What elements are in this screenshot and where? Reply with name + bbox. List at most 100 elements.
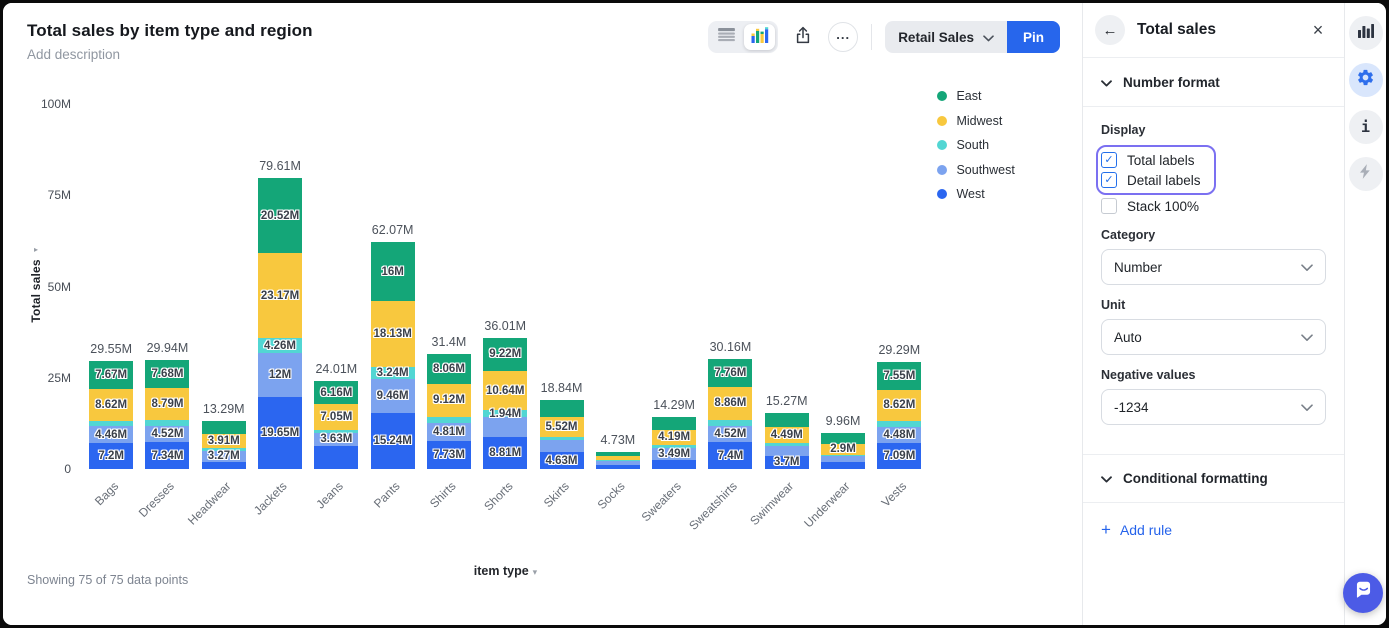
bar-segment[interactable]: 1.94M xyxy=(483,408,528,420)
bar-segment[interactable]: 8.81M xyxy=(483,436,528,469)
bar-segment[interactable]: 3.7M xyxy=(764,455,809,469)
bar-segment[interactable] xyxy=(764,443,809,446)
bar-segment[interactable] xyxy=(652,460,697,469)
negative-values-select[interactable]: -1234 xyxy=(1101,389,1326,425)
legend-item[interactable]: East xyxy=(937,89,1067,103)
bar-segment[interactable]: 23.17M xyxy=(258,253,303,338)
bar-segment[interactable]: 4.81M xyxy=(426,423,471,441)
checkbox-row[interactable]: ✓ Detail labels xyxy=(1101,170,1201,190)
x-axis-title[interactable]: item type ▾ xyxy=(83,564,928,578)
more-options-button[interactable]: ... xyxy=(828,22,859,52)
chart-view-button[interactable] xyxy=(744,24,776,50)
bar-segment[interactable]: 8.06M xyxy=(426,354,471,384)
share-button[interactable] xyxy=(788,22,818,52)
bar-segment[interactable] xyxy=(201,447,246,451)
bar-segment[interactable]: 2.9M xyxy=(821,443,865,455)
conditional-formatting-section-header[interactable]: Conditional formatting xyxy=(1083,454,1344,503)
bar-segment[interactable] xyxy=(652,416,697,430)
bar-segment[interactable]: 7.68M xyxy=(145,359,190,388)
checkbox[interactable]: ✓ xyxy=(1101,172,1117,188)
bar-segment[interactable]: 9.46M xyxy=(370,378,415,414)
bar-segment[interactable]: 7.4M xyxy=(708,442,753,469)
rail-bolt-button[interactable] xyxy=(1348,157,1383,191)
rail-chart-button[interactable] xyxy=(1348,16,1383,50)
category-select[interactable]: Number xyxy=(1101,249,1326,285)
bar-segment[interactable]: 20.52M xyxy=(258,178,303,254)
legend-item[interactable]: South xyxy=(937,138,1067,152)
bar-segment[interactable]: 4.49M xyxy=(764,427,809,444)
bar-segment[interactable] xyxy=(595,461,640,465)
bar-segment[interactable]: 3.27M xyxy=(201,450,246,462)
bar-segment[interactable] xyxy=(89,420,134,427)
bar-segment[interactable] xyxy=(595,464,640,469)
bar-segment[interactable]: 8.79M xyxy=(145,387,190,420)
y-axis-title-wrap[interactable]: ▸ Total sales xyxy=(29,245,43,322)
add-rule-button[interactable]: + Add rule xyxy=(1083,503,1344,556)
bar-segment[interactable]: 4.48M xyxy=(877,426,922,444)
bar-segment[interactable]: 4.26M xyxy=(258,337,303,354)
bar-segment[interactable] xyxy=(145,419,190,426)
bar-segment[interactable] xyxy=(595,455,640,461)
checkbox[interactable]: ✓ xyxy=(1101,152,1117,168)
close-button[interactable]: × xyxy=(1306,20,1330,41)
bar-segment[interactable]: 7.2M xyxy=(89,442,134,469)
chat-bubble-button[interactable] xyxy=(1343,573,1383,613)
bar-segment[interactable]: 4.52M xyxy=(708,425,753,442)
bar-segment[interactable] xyxy=(764,413,809,428)
checkbox[interactable] xyxy=(1101,198,1117,214)
bar-segment[interactable]: 8.86M xyxy=(708,387,753,420)
bar-segment[interactable]: 7.09M xyxy=(877,443,922,469)
bar-segment[interactable]: 18.13M xyxy=(370,300,415,368)
bar-segment[interactable] xyxy=(201,420,246,434)
unit-select[interactable]: Auto xyxy=(1101,319,1326,355)
bar-segment[interactable] xyxy=(201,462,246,469)
bar-segment[interactable]: 12M xyxy=(258,353,303,398)
legend-item[interactable]: Southwest xyxy=(937,163,1067,177)
bar-segment[interactable]: 4.19M xyxy=(652,429,697,445)
bar-segment[interactable] xyxy=(539,400,584,418)
bar-segment[interactable]: 7.34M xyxy=(145,442,190,469)
bar-segment[interactable] xyxy=(539,440,584,453)
bar-segment[interactable]: 6.16M xyxy=(314,381,359,404)
bar-segment[interactable]: 19.65M xyxy=(258,397,303,469)
bar-segment[interactable]: 8.62M xyxy=(877,389,922,422)
checkbox-row[interactable]: ✓ Total labels xyxy=(1101,150,1201,170)
bar-segment[interactable]: 9.22M xyxy=(483,337,528,372)
bar-segment[interactable]: 7.55M xyxy=(877,362,922,390)
dataset-button[interactable]: Retail Sales xyxy=(885,21,1007,53)
bar-segment[interactable] xyxy=(426,417,471,424)
bar-segment[interactable] xyxy=(764,445,809,456)
bar-segment[interactable]: 15.24M xyxy=(370,413,415,469)
bar-segment[interactable] xyxy=(821,456,865,462)
bar-segment[interactable] xyxy=(483,417,528,437)
bar-segment[interactable]: 8.62M xyxy=(89,389,134,421)
bar-segment[interactable]: 4.46M xyxy=(89,426,134,443)
bar-segment[interactable]: 9.12M xyxy=(426,383,471,418)
bar-segment[interactable]: 3.63M xyxy=(314,432,359,446)
bar-segment[interactable]: 4.52M xyxy=(145,425,190,443)
bar-segment[interactable]: 7.73M xyxy=(426,440,471,469)
bar-segment[interactable] xyxy=(821,454,865,457)
bar-segment[interactable] xyxy=(314,445,359,469)
table-view-button[interactable] xyxy=(711,24,742,50)
bar-segment[interactable] xyxy=(708,419,753,426)
bar-segment[interactable]: 3.24M xyxy=(370,367,415,379)
checkbox-row[interactable]: Stack 100% xyxy=(1101,196,1326,216)
bar-segment[interactable]: 16M xyxy=(370,242,415,301)
bar-segment[interactable] xyxy=(652,444,697,448)
legend-item[interactable]: West xyxy=(937,187,1067,201)
bar-segment[interactable] xyxy=(595,451,640,456)
bar-segment[interactable]: 3.49M xyxy=(652,447,697,461)
number-format-section-header[interactable]: Number format xyxy=(1083,58,1344,107)
bar-segment[interactable] xyxy=(821,461,865,469)
bar-segment[interactable]: 4.63M xyxy=(539,452,584,469)
bar-segment[interactable] xyxy=(314,429,359,433)
bar-segment[interactable]: 5.52M xyxy=(539,417,584,438)
bar-segment[interactable] xyxy=(539,437,584,441)
back-button[interactable]: ← xyxy=(1095,15,1125,45)
bar-segment[interactable]: 7.76M xyxy=(708,358,753,388)
bar-segment[interactable]: 7.67M xyxy=(89,361,134,390)
bar-segment[interactable]: 7.05M xyxy=(314,403,359,430)
pin-button[interactable]: Pin xyxy=(1006,21,1060,53)
legend-item[interactable]: Midwest xyxy=(937,114,1067,128)
